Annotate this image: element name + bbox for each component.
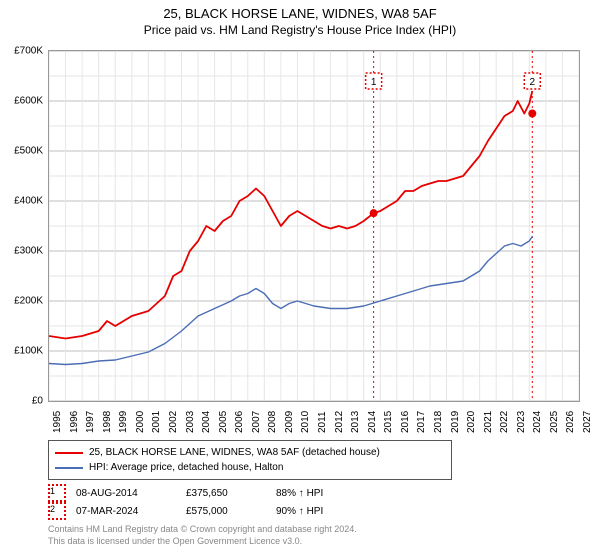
x-tick-label: 2010 xyxy=(300,411,311,433)
y-tick-label: £0 xyxy=(32,396,43,407)
y-tick-label: £600K xyxy=(14,96,43,107)
sale-pct: 88% ↑ HPI xyxy=(276,488,323,499)
y-tick-label: £700K xyxy=(14,46,43,57)
x-tick-label: 2020 xyxy=(466,411,477,433)
legend-swatch xyxy=(55,467,83,469)
legend-swatch xyxy=(55,452,83,454)
x-tick-label: 2019 xyxy=(450,411,461,433)
sale-row: 2 07-MAR-2024£575,00090% ↑ HPI xyxy=(48,502,323,520)
sale-row: 1 08-AUG-2014£375,65088% ↑ HPI xyxy=(48,484,323,502)
sale-price: £575,000 xyxy=(186,506,276,517)
x-tick-label: 2014 xyxy=(367,411,378,433)
legend-label: HPI: Average price, detached house, Halt… xyxy=(89,460,283,475)
x-tick-label: 2009 xyxy=(284,411,295,433)
x-tick-label: 1999 xyxy=(118,411,129,433)
x-tick-label: 1997 xyxy=(85,411,96,433)
chart-area: 12 £0£100K£200K£300K£400K£500K£600K£700K… xyxy=(48,50,580,402)
x-tick-label: 2008 xyxy=(267,411,278,433)
x-tick-label: 2015 xyxy=(383,411,394,433)
legend-label: 25, BLACK HORSE LANE, WIDNES, WA8 5AF (d… xyxy=(89,445,380,460)
sale-marker-box: 1 xyxy=(48,484,66,502)
svg-text:1: 1 xyxy=(371,77,377,88)
x-tick-label: 1998 xyxy=(102,411,113,433)
legend-item: HPI: Average price, detached house, Halt… xyxy=(55,460,445,475)
sale-date: 08-AUG-2014 xyxy=(76,488,186,499)
attribution-line-2: This data is licensed under the Open Gov… xyxy=(48,536,357,548)
y-tick-label: £400K xyxy=(14,196,43,207)
sale-marker-box: 2 xyxy=(48,502,66,520)
x-tick-label: 2023 xyxy=(516,411,527,433)
chart-plot: 12 xyxy=(49,51,579,401)
sale-pct: 90% ↑ HPI xyxy=(276,506,323,517)
chart-subtitle: Price paid vs. HM Land Registry's House … xyxy=(0,21,600,37)
attribution-line-1: Contains HM Land Registry data © Crown c… xyxy=(48,524,357,536)
x-tick-label: 2007 xyxy=(251,411,262,433)
sales-table: 1 08-AUG-2014£375,65088% ↑ HPI 2 07-MAR-202… xyxy=(48,484,323,520)
x-tick-label: 2006 xyxy=(234,411,245,433)
x-tick-label: 2018 xyxy=(433,411,444,433)
x-tick-label: 2002 xyxy=(168,411,179,433)
x-tick-label: 2013 xyxy=(350,411,361,433)
x-tick-label: 2004 xyxy=(201,411,212,433)
x-tick-label: 1995 xyxy=(52,411,63,433)
svg-text:2: 2 xyxy=(530,77,536,88)
x-tick-label: 2001 xyxy=(151,411,162,433)
legend-item: 25, BLACK HORSE LANE, WIDNES, WA8 5AF (d… xyxy=(55,445,445,460)
x-tick-label: 2022 xyxy=(499,411,510,433)
x-tick-label: 1996 xyxy=(69,411,80,433)
x-tick-label: 2011 xyxy=(317,411,328,433)
chart-title: 25, BLACK HORSE LANE, WIDNES, WA8 5AF xyxy=(0,0,600,21)
legend: 25, BLACK HORSE LANE, WIDNES, WA8 5AF (d… xyxy=(48,440,452,480)
x-tick-label: 2021 xyxy=(483,411,494,433)
x-tick-label: 2027 xyxy=(582,411,593,433)
y-tick-label: £200K xyxy=(14,296,43,307)
x-tick-label: 2024 xyxy=(532,411,543,433)
x-tick-label: 2000 xyxy=(135,411,146,433)
x-tick-label: 2012 xyxy=(334,411,345,433)
sale-date: 07-MAR-2024 xyxy=(76,506,186,517)
x-tick-label: 2026 xyxy=(565,411,576,433)
x-tick-label: 2016 xyxy=(400,411,411,433)
x-tick-label: 2017 xyxy=(416,411,427,433)
x-tick-label: 2005 xyxy=(218,411,229,433)
x-tick-label: 2003 xyxy=(185,411,196,433)
attribution: Contains HM Land Registry data © Crown c… xyxy=(48,524,357,547)
y-tick-label: £300K xyxy=(14,246,43,257)
y-tick-label: £100K xyxy=(14,346,43,357)
sale-price: £375,650 xyxy=(186,488,276,499)
chart-container: 25, BLACK HORSE LANE, WIDNES, WA8 5AF Pr… xyxy=(0,0,600,560)
y-tick-label: £500K xyxy=(14,146,43,157)
x-tick-label: 2025 xyxy=(549,411,560,433)
